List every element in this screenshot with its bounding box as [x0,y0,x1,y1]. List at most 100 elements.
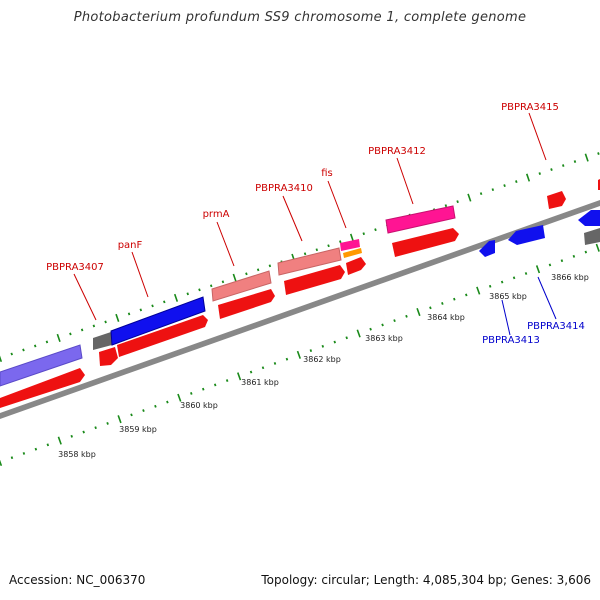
inner-track-major-tick [595,243,600,252]
feature-pbpra3407-gray[interactable] [93,332,112,350]
gene-label-pbpra3413[interactable]: PBPRA3413 [482,335,540,346]
outer-track-minor-tick [69,332,72,336]
outer-track-minor-tick [315,248,319,252]
feature-edge-blue[interactable] [578,210,600,226]
accession-label: Accession: NC_006370 [9,573,146,587]
feature-pbpra3410-top[interactable] [277,247,342,276]
outer-track-minor-tick [45,340,49,344]
scale-label-layer: 3858 kbp 3859 kbp 3860 kbp 3861 kbp 3862… [58,273,589,459]
scale-label-3865: 3865 kbp [489,292,527,301]
inner-track-major-tick [177,393,182,402]
gene-label-pbpra3410[interactable]: PBPRA3410 [255,183,313,194]
scale-label-3864: 3864 kbp [427,313,465,322]
inner-track-minor-tick [130,413,133,417]
feature-fis-bottom[interactable] [346,257,366,275]
outer-track-major-tick [173,293,179,302]
outer-track-minor-tick [327,244,330,248]
outer-track-minor-tick [268,264,272,268]
gene-label-pbpra3407[interactable]: PBPRA3407 [46,262,104,273]
inner-track-minor-tick [309,349,313,353]
inner-track-major-tick [0,459,3,467]
outer-track-minor-tick [245,272,248,276]
feature-pbpra3414[interactable] [508,225,545,245]
outer-track-minor-tick [139,308,143,312]
outer-track-minor-tick [538,172,542,176]
feature-pbpra3410-bottom[interactable] [284,265,345,295]
forward-features [0,179,600,408]
outer-track-minor-tick [209,284,213,288]
outer-track-minor-tick [80,328,84,332]
inner-track-minor-tick [584,250,588,254]
outer-track-minor-tick [515,180,518,184]
gene-label-pbpra3412[interactable]: PBPRA3412 [368,146,426,157]
outer-track-minor-tick [503,184,506,188]
feature-pbpra3406-bottom[interactable] [0,368,85,408]
inner-track-minor-tick [10,456,14,460]
outer-track-minor-tick [22,348,25,352]
chromosome-backbone [0,200,600,419]
inner-track-minor-tick [261,366,265,370]
outer-track-minor-tick [456,200,459,204]
outer-track-minor-tick [550,168,553,171]
feature-pbpra3407-red[interactable] [99,347,118,366]
feature-pbpra3412-bottom[interactable] [392,228,459,257]
inner-track-minor-tick [201,387,205,391]
outer-track-minor-tick [221,280,225,284]
feature-panF-bottom[interactable] [117,315,208,357]
gene-label-prmA[interactable]: prmA [203,209,230,220]
gene-label-fis[interactable]: fis [321,168,333,179]
gene-label-pbpra3414[interactable]: PBPRA3414 [527,321,585,332]
feature-pbpra3412-top[interactable] [385,205,456,234]
inner-track-major-tick [296,350,301,359]
outer-track-major-tick [349,233,355,242]
feature-prmA-bottom[interactable] [218,289,275,319]
outer-track-major-tick [467,193,472,202]
reverse-features [479,210,600,257]
inner-track-minor-tick [512,276,516,280]
outer-track-minor-tick [573,160,577,163]
inner-track-minor-tick [333,340,337,344]
gene-label-panF[interactable]: panF [118,240,143,251]
outer-track-major-tick [0,355,3,363]
inner-track-minor-tick [441,302,444,305]
scale-label-3861: 3861 kbp [241,378,279,387]
scale-label-3858: 3858 kbp [58,450,96,459]
inner-track-minor-tick [453,297,456,301]
outer-track-minor-tick [374,228,377,232]
inner-track-major-tick [57,436,62,445]
inner-track-minor-tick [560,259,564,263]
gene-label-pbpra3415[interactable]: PBPRA3415 [501,102,559,113]
feature-fis-top[interactable] [340,239,360,251]
inner-track-minor-tick [273,362,277,365]
inner-track-minor-tick [142,409,145,413]
inner-track-minor-tick [82,430,85,434]
outer-track-minor-tick [198,288,201,292]
feature-panF-top[interactable] [110,296,206,346]
inner-tick-track [0,243,600,467]
scale-label-3862: 3862 kbp [303,355,341,364]
inner-track-minor-tick [190,392,193,395]
outer-track-minor-tick [10,352,13,356]
feature-fis-orange[interactable] [343,248,362,258]
outer-track-major-tick [525,173,531,182]
outer-track-minor-tick [256,268,260,272]
feature-pbpra3413[interactable] [479,240,495,257]
scale-label-3863: 3863 kbp [365,334,403,343]
inner-track-minor-tick [166,400,169,404]
feature-pbpra3406-top[interactable] [0,344,83,387]
inner-track-minor-tick [381,323,384,327]
inner-track-minor-tick [548,263,552,267]
feature-prmA-top[interactable] [211,270,272,302]
genome-summary-label: Topology: circular; Length: 4,085,304 bp… [261,573,591,587]
inner-track-minor-tick [488,284,492,288]
outer-track-minor-tick [186,292,189,296]
inner-track-minor-tick [285,357,289,361]
map-title: Photobacterium profundum SS9 chromosome … [73,10,527,25]
feature-edge-gray[interactable] [584,228,600,245]
inner-track-minor-tick [225,379,229,383]
callout-lines [73,112,557,336]
inner-track-minor-tick [500,280,504,284]
feature-pbpra3415[interactable] [547,191,566,209]
outer-track-minor-tick [92,324,96,328]
